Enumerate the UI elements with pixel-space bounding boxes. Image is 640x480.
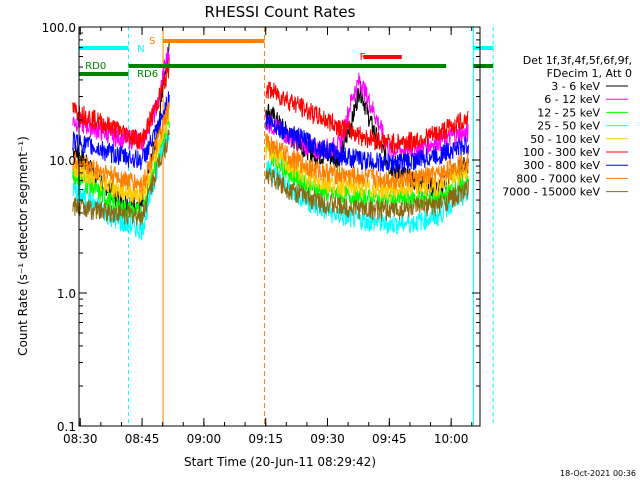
x-tick-label-0: 08:30 [63,432,98,446]
legend-entry-label-7: 800 - 7000 keV [516,172,600,185]
y-tick-label-0: 0.1 [57,420,76,434]
y-tick-label-1: 1.0 [57,287,76,301]
legend: Det 1f,3f,4f,5f,6f,9f,FDecim 1, Att 03 -… [502,54,632,199]
series-line-6-seg-0 [72,91,170,170]
flag-label-RD6: RD6 [137,69,158,80]
footer-timestamp: 18-Oct-2021 00:36 [560,469,636,478]
legend-entry-label-4: 50 - 100 keV [530,133,600,146]
plot-frame [78,26,481,427]
series-line-7-seg-0 [72,102,170,195]
legend-header-1: FDecim 1, Att 0 [547,67,632,80]
series-line-5-seg-1 [265,81,469,154]
series-line-5-seg-0 [72,58,170,150]
x-tick-label-2: 09:00 [187,432,222,446]
flag-label-S: S [149,36,155,47]
plot-area: NS RD0 RD6 F [72,27,494,426]
legend-entry-label-1: 6 - 12 keV [544,93,600,106]
series-line-6-seg-1 [265,113,469,173]
chart-title: RHESSI Count Rates [205,3,356,21]
x-tick-label-3: 09:15 [248,432,283,446]
y-tick-label-3: 100.0 [42,21,76,35]
legend-header-0: Det 1f,3f,4f,5f,6f,9f, [523,54,632,67]
legend-entry-label-5: 100 - 300 keV [523,146,600,159]
legend-entry-label-6: 300 - 800 keV [523,159,600,172]
series-line-7-seg-1 [265,133,469,190]
flag-label-F: F [360,52,366,63]
x-axis-label: Start Time (20-Jun-11 08:29:42) [184,455,376,469]
series-line-8-seg-0 [72,129,170,226]
x-tick-label-6: 10:00 [434,432,469,446]
series-line-3-seg-0 [72,129,170,241]
legend-entry-label-0: 3 - 6 keV [551,80,600,93]
x-tick-label-5: 09:45 [372,432,407,446]
flag-label-N: N [137,44,144,55]
flag-label-RD0: RD0 [85,61,106,72]
series-line-4-seg-0 [72,109,170,205]
legend-entry-label-8: 7000 - 15000 keV [502,186,600,199]
y-axis-label: Count Rate (s⁻¹ detector segment⁻¹) [16,136,30,356]
x-tick-label-4: 09:30 [310,432,345,446]
legend-entry-label-3: 25 - 50 keV [537,120,600,133]
legend-entry-label-2: 12 - 25 keV [537,106,600,119]
series-line-8-seg-1 [265,168,469,221]
x-tick-label-1: 08:45 [125,432,160,446]
y-tick-label-2: 10.0 [49,154,76,168]
axes: 0.1 1.0 10.0 100.0 08:30 08:45 09:00 09:15 09:30… [42,21,481,446]
